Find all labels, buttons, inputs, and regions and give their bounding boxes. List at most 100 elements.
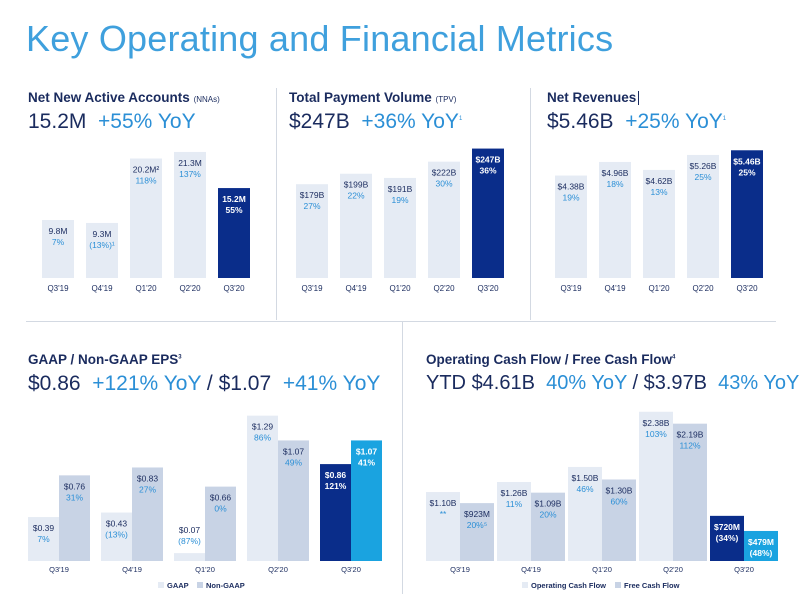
bar-series2 bbox=[744, 530, 778, 561]
headline-ocf-growth: 40% bbox=[546, 372, 587, 394]
panel-title-note: 4 bbox=[672, 354, 676, 361]
bar-value-label: $4.38B bbox=[558, 182, 585, 192]
bar bbox=[428, 161, 460, 278]
bar-growth-label: 31% bbox=[66, 492, 83, 502]
panel-title: Total Payment Volume (TPV) bbox=[289, 90, 456, 105]
bar-growth-label: 11% bbox=[506, 499, 523, 509]
panel-cashflow: Operating Cash Flow / Free Cash Flow4 YT… bbox=[426, 352, 799, 600]
bar-growth-label: ** bbox=[440, 509, 447, 519]
x-tick-label: Q2'20 bbox=[692, 284, 714, 293]
text-cursor bbox=[638, 91, 640, 106]
x-tick-label: Q1'20 bbox=[389, 284, 411, 293]
bar-value-label: 15.2M bbox=[222, 194, 246, 204]
headline-fcf: $3.97B bbox=[643, 372, 707, 394]
x-tick-label: Q1'20 bbox=[135, 284, 157, 293]
headline-ocf: $4.61B bbox=[471, 372, 535, 394]
divider-top-right bbox=[530, 88, 531, 320]
x-tick-label: Q3'20 bbox=[736, 284, 758, 293]
bar-value-label: $4.62B bbox=[646, 176, 673, 186]
bar-value-label: 21.3M bbox=[178, 158, 202, 168]
bar-series2 bbox=[132, 467, 163, 561]
x-tick-label: Q2'20 bbox=[663, 565, 683, 574]
bar-growth-label: 19% bbox=[391, 195, 408, 205]
divider-top-left bbox=[276, 88, 277, 320]
panel-nna: Net New Active Accounts (NNAs) 15.2M +55… bbox=[28, 90, 268, 295]
bar-value-label: $2.38B bbox=[643, 418, 670, 428]
headline-suffix: YoY bbox=[591, 372, 627, 394]
headline-suffix: YoY bbox=[421, 110, 459, 133]
bar bbox=[384, 177, 416, 278]
headline: $5.46B +25% YoY1 bbox=[547, 110, 726, 134]
bar-series1 bbox=[497, 481, 531, 561]
legend-label: Operating Cash Flow bbox=[531, 581, 606, 590]
bar-value-label: $1.26B bbox=[501, 488, 528, 498]
headline-note: 1 bbox=[722, 116, 727, 122]
headline-growth: +55% bbox=[98, 110, 153, 133]
panel-title: Net New Active Accounts (NNAs) bbox=[28, 90, 220, 105]
x-tick-label: Q3'19 bbox=[560, 284, 582, 293]
panel-title-note: 3 bbox=[178, 354, 182, 361]
bar-value-label: $0.83 bbox=[137, 473, 159, 483]
headline: 15.2M +55% YoY bbox=[28, 110, 196, 134]
headline: $247B +36% YoY1 bbox=[289, 110, 462, 134]
x-tick-label: Q4'19 bbox=[521, 565, 541, 574]
bar-growth-label: 55% bbox=[225, 205, 242, 215]
x-tick-label: Q1'20 bbox=[195, 565, 215, 574]
panel-tpv: Total Payment Volume (TPV) $247B +36% Yo… bbox=[289, 90, 521, 295]
bar-value-label: $479M bbox=[748, 537, 774, 547]
bar-series1 bbox=[568, 466, 602, 561]
headline-nongaap: $1.07 bbox=[218, 372, 272, 395]
bar-growth-label: 22% bbox=[347, 191, 364, 201]
bar-series2 bbox=[351, 440, 382, 561]
panel-revenue: Net Revenues $5.46B +25% YoY1 $4.38B 19% Q… bbox=[547, 90, 777, 295]
bar-growth-label: 86% bbox=[254, 433, 271, 443]
headline-separator: / bbox=[206, 372, 213, 395]
bar bbox=[174, 151, 206, 278]
bar bbox=[130, 158, 162, 278]
bar-series1 bbox=[101, 512, 132, 561]
bar-growth-label: 137% bbox=[179, 169, 201, 179]
bar-value-label: $1.09B bbox=[535, 499, 562, 509]
bar bbox=[555, 175, 587, 278]
headline-suffix: YoY bbox=[157, 110, 196, 133]
bar-growth-label: 27% bbox=[139, 484, 156, 494]
panel-title-text: Total Payment Volume bbox=[289, 90, 432, 105]
legend-label: Free Cash Flow bbox=[624, 581, 680, 590]
panel-title: Net Revenues bbox=[547, 90, 640, 106]
bar-value-label: $179B bbox=[300, 190, 325, 200]
bar-value-label: $0.76 bbox=[64, 481, 86, 491]
bar-growth-label: 20%⁵ bbox=[467, 520, 488, 530]
bar bbox=[296, 184, 328, 278]
bar-growth-label: (34%) bbox=[716, 533, 739, 543]
x-tick-label: Q3'19 bbox=[450, 565, 470, 574]
bar-growth-label: (48%) bbox=[750, 548, 773, 558]
bar-value-label: $0.39 bbox=[33, 523, 55, 533]
bar bbox=[643, 169, 675, 278]
bar-series1 bbox=[639, 411, 673, 561]
legend-label: GAAP bbox=[167, 581, 189, 590]
x-tick-label: Q1'20 bbox=[592, 565, 612, 574]
bar-value-label: 9.3M bbox=[93, 229, 112, 239]
bar-value-label: 20.2M² bbox=[133, 164, 160, 174]
bar-growth-label: 25% bbox=[694, 172, 711, 182]
bar-series1 bbox=[247, 415, 278, 561]
bar-value-label: $0.07 bbox=[179, 525, 201, 535]
headline-fcf-growth: 43% bbox=[718, 372, 759, 394]
bar-growth-label: 36% bbox=[479, 166, 496, 176]
bar-value-label: $720M bbox=[714, 522, 740, 532]
bar-growth-label: 49% bbox=[285, 457, 302, 467]
x-tick-label: Q3'20 bbox=[734, 565, 754, 574]
bar bbox=[218, 188, 250, 278]
panel-eps: GAAP / Non-GAAP EPS3 $0.86 +121% YoY / $… bbox=[28, 352, 398, 600]
bar-value-label: $222B bbox=[432, 168, 457, 178]
x-tick-label: Q3'20 bbox=[223, 284, 245, 293]
bar-growth-label: 112% bbox=[679, 441, 701, 451]
headline-note: 1 bbox=[458, 116, 463, 122]
page-title: Key Operating and Financial Metrics bbox=[26, 18, 614, 59]
bar-series2 bbox=[59, 475, 90, 561]
x-tick-label: Q3'19 bbox=[49, 565, 69, 574]
bar-growth-label: 20% bbox=[539, 510, 556, 520]
bar-series1 bbox=[426, 492, 460, 561]
